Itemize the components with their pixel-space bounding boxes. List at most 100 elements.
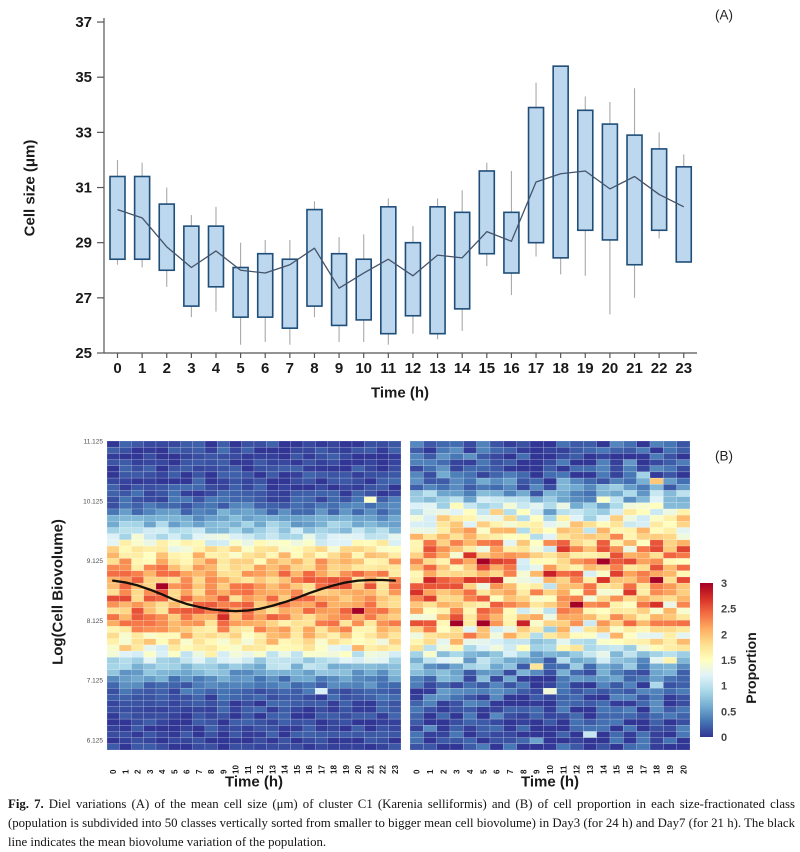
heatmap-cell — [463, 669, 477, 677]
heatmap-cell — [569, 743, 584, 751]
heatmap-cell — [119, 700, 132, 707]
heatmap-cell — [436, 440, 451, 448]
heatmap-cell — [556, 731, 571, 738]
heatmap-cell — [529, 484, 544, 491]
heatmap-cell — [623, 533, 637, 541]
heatmap-x-tick-label: 16 — [305, 765, 314, 774]
heatmap-cell — [290, 527, 304, 534]
heatmap-cell — [253, 453, 267, 460]
heatmap-cell — [503, 688, 517, 695]
heatmap-cell — [302, 712, 316, 720]
heatmap-cell — [376, 564, 389, 571]
heatmap-cell — [290, 453, 304, 460]
heatmap-cell — [266, 632, 279, 639]
boxplot-x-tick-label: 15 — [478, 360, 495, 377]
heatmap-cell — [351, 490, 365, 497]
heatmap-cell — [351, 700, 365, 707]
heatmap-cell — [327, 514, 340, 522]
heatmap-x-tick-label: 11 — [559, 765, 568, 774]
heatmap-cell — [676, 564, 691, 571]
heatmap-y-tick-label: 8.125 — [87, 618, 104, 625]
heatmap-cell — [229, 589, 242, 596]
heatmap-cell — [192, 725, 206, 732]
heatmap-cell — [168, 514, 181, 522]
boxplot-x-tick-label: 5 — [236, 360, 244, 377]
heatmap-cell — [476, 718, 491, 726]
heatmap-cell — [131, 737, 144, 745]
heatmap-cell — [516, 644, 531, 652]
heatmap-cell — [676, 570, 691, 578]
heatmap-cell — [663, 527, 677, 534]
heatmap-cell — [663, 681, 677, 689]
heatmap-cell — [290, 737, 304, 745]
heatmap-cell — [489, 595, 504, 602]
heatmap-cell — [388, 595, 402, 602]
heatmap-cell — [302, 675, 316, 683]
heatmap-cell — [489, 527, 504, 534]
heatmap-cell — [351, 484, 365, 491]
heatmap-cell — [290, 675, 304, 683]
heatmap-cell — [339, 496, 353, 504]
heatmap-cell — [192, 440, 206, 448]
heatmap-cell — [609, 453, 624, 460]
heatmap-cell — [302, 644, 316, 652]
heatmap-cell — [253, 700, 267, 707]
heatmap-cell — [327, 570, 340, 578]
heatmap-cell — [476, 496, 491, 504]
heatmap-cell — [253, 477, 267, 485]
heatmap-cell — [436, 675, 451, 683]
heatmap-cell — [376, 669, 389, 677]
heatmap-cell — [623, 663, 637, 670]
heatmap-cell — [241, 477, 255, 485]
heatmap-cell — [327, 502, 340, 510]
heatmap-cell — [663, 620, 677, 627]
heatmap-cell — [569, 632, 584, 639]
heatmap-cell — [476, 638, 491, 646]
heatmap-cell — [302, 706, 316, 714]
heatmap-cell — [351, 620, 365, 627]
heatmap-cell — [315, 607, 328, 615]
heatmap-cell — [266, 694, 279, 701]
heatmap-cell — [143, 737, 157, 745]
boxplot-y-tick-label: 33 — [75, 124, 92, 141]
heatmap-cell — [463, 564, 477, 571]
heatmap-cell — [266, 669, 279, 677]
heatmap-cell — [436, 496, 451, 504]
heatmap-cell — [131, 521, 144, 528]
heatmap-cell — [476, 626, 491, 633]
heatmap-cell — [192, 471, 206, 479]
heatmap-cell — [155, 508, 169, 516]
heatmap-cell — [143, 688, 157, 695]
heatmap-cell — [204, 638, 218, 646]
heatmap-cell — [649, 446, 664, 454]
heatmap-cell — [143, 539, 157, 547]
heatmap-cell — [155, 453, 169, 460]
heatmap-cell — [543, 712, 557, 720]
heatmap-cell — [636, 712, 651, 720]
heatmap-cell — [351, 718, 365, 726]
heatmap-cell — [649, 484, 664, 491]
heatmap-cell — [543, 650, 557, 658]
heatmap-cell — [364, 607, 377, 615]
heatmap-cell — [543, 459, 557, 466]
heatmap-cell — [290, 650, 304, 658]
heatmap-cell — [204, 539, 218, 547]
heatmap-cell — [192, 688, 206, 695]
heatmap-cell — [339, 527, 353, 534]
heatmap-cell — [315, 706, 328, 714]
heatmap-cell — [192, 657, 206, 664]
heatmap-cell — [529, 477, 544, 485]
heatmap-cell — [327, 521, 340, 528]
heatmap-cell — [131, 484, 144, 491]
heatmap-cell — [119, 675, 132, 683]
heatmap-cell — [636, 459, 651, 466]
heatmap-cell — [204, 657, 218, 664]
heatmap-cell — [217, 694, 230, 701]
heatmap-cell — [489, 490, 504, 497]
heatmap-cell — [155, 626, 169, 633]
heatmap-cell — [409, 533, 424, 541]
heatmap-cell — [503, 595, 517, 602]
heatmap-cell — [623, 650, 637, 658]
heatmap-cell — [351, 570, 365, 578]
colorbar-title: Proportion — [743, 632, 759, 704]
